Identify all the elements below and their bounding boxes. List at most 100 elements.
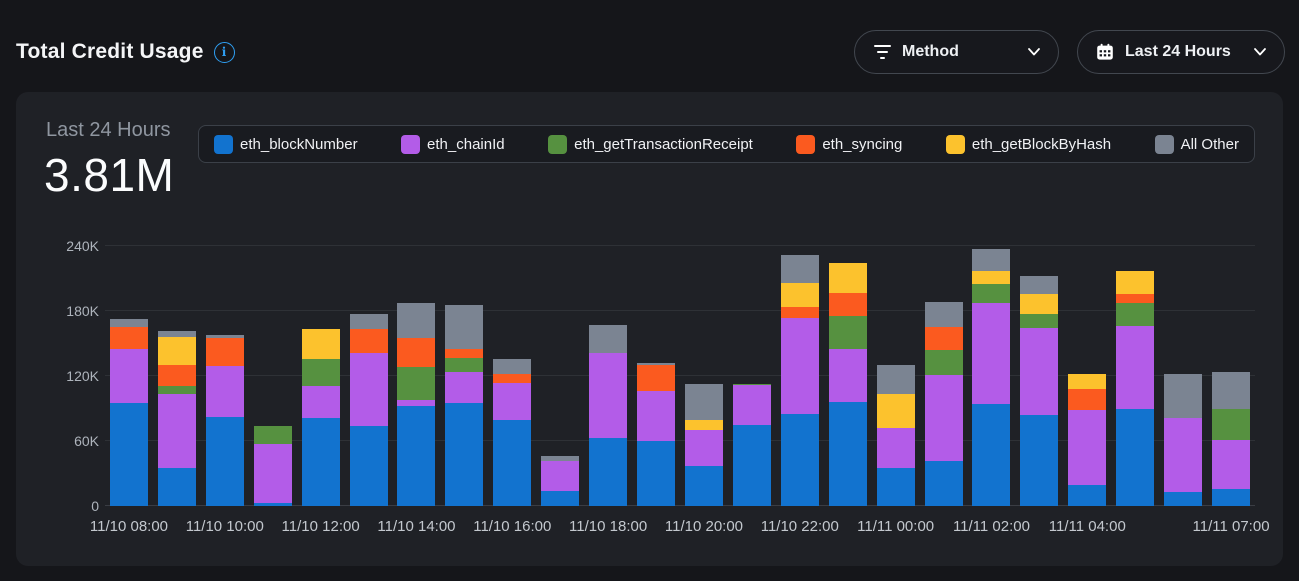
bar-segment-eth_chainid[interactable]	[1212, 439, 1251, 489]
bar-segment-eth_chainid[interactable]	[924, 374, 963, 461]
bar-segment-eth_chainid[interactable]	[780, 317, 819, 414]
bar-segment-eth_blocknumber[interactable]	[445, 403, 484, 506]
bar-segment-eth_chainid[interactable]	[301, 385, 340, 419]
bar-segment-eth_chainid[interactable]	[157, 394, 196, 469]
bar-segment-eth_chainid[interactable]	[397, 399, 436, 407]
bar-segment-eth_blocknumber[interactable]	[397, 406, 436, 506]
bar-segment-all-other[interactable]	[1020, 276, 1059, 294]
bar-segment-eth_getblockbyhash[interactable]	[301, 329, 340, 359]
bar-segment-eth_chainid[interactable]	[589, 353, 628, 438]
bar-segment-eth_chainid[interactable]	[349, 353, 388, 426]
bar-segment-eth_chainid[interactable]	[541, 460, 580, 491]
bar-segment-eth_getblockbyhash[interactable]	[684, 420, 723, 431]
bar-segment-eth_blocknumber[interactable]	[1116, 408, 1155, 506]
bar-segment-eth_chainid[interactable]	[205, 366, 244, 418]
bar-segment-eth_syncing[interactable]	[1068, 389, 1107, 410]
bar-segment-eth_chainid[interactable]	[972, 303, 1011, 405]
bar-segment-eth_gettransactionreceipt[interactable]	[445, 357, 484, 372]
bar-segment-eth_getblockbyhash[interactable]	[876, 394, 915, 429]
bar-segment-eth_gettransactionreceipt[interactable]	[301, 358, 340, 386]
bar-segment-all-other[interactable]	[1164, 373, 1203, 419]
bar-segment-eth_blocknumber[interactable]	[1164, 491, 1203, 506]
bar-segment-all-other[interactable]	[541, 456, 580, 461]
bar-segment-all-other[interactable]	[780, 254, 819, 283]
bar-segment-eth_gettransactionreceipt[interactable]	[253, 425, 292, 445]
bar-segment-all-other[interactable]	[924, 302, 963, 328]
bar-segment-eth_gettransactionreceipt[interactable]	[828, 316, 867, 349]
bar-segment-all-other[interactable]	[637, 363, 676, 366]
bar-segment-eth_gettransactionreceipt[interactable]	[157, 385, 196, 395]
bar-segment-eth_gettransactionreceipt[interactable]	[972, 283, 1011, 304]
bar-segment-eth_syncing[interactable]	[157, 365, 196, 386]
bar-segment-eth_gettransactionreceipt[interactable]	[1020, 314, 1059, 329]
bar-segment-eth_chainid[interactable]	[1020, 328, 1059, 415]
bar-segment-all-other[interactable]	[109, 318, 148, 328]
bar-segment-eth_blocknumber[interactable]	[301, 418, 340, 506]
bar-segment-all-other[interactable]	[589, 325, 628, 354]
bar-segment-all-other[interactable]	[445, 304, 484, 349]
bar-segment-eth_getblockbyhash[interactable]	[972, 270, 1011, 284]
bar-segment-eth_blocknumber[interactable]	[972, 404, 1011, 506]
time-range-dropdown[interactable]: Last 24 Hours	[1077, 30, 1285, 74]
bar-segment-eth_getblockbyhash[interactable]	[1020, 293, 1059, 315]
method-filter-dropdown[interactable]: Method	[854, 30, 1059, 74]
bar-segment-eth_syncing[interactable]	[637, 365, 676, 392]
bar-segment-eth_chainid[interactable]	[253, 444, 292, 503]
bar-segment-eth_gettransactionreceipt[interactable]	[732, 383, 771, 385]
bar-segment-eth_blocknumber[interactable]	[589, 437, 628, 506]
bar-segment-eth_blocknumber[interactable]	[780, 413, 819, 506]
bar-segment-eth_chainid[interactable]	[1116, 326, 1155, 409]
bar-segment-eth_chainid[interactable]	[1068, 409, 1107, 486]
bar-segment-eth_chainid[interactable]	[445, 371, 484, 404]
bar-segment-eth_blocknumber[interactable]	[1020, 415, 1059, 506]
bar-segment-eth_blocknumber[interactable]	[637, 441, 676, 506]
bar-segment-eth_syncing[interactable]	[924, 327, 963, 351]
bar-segment-eth_chainid[interactable]	[684, 430, 723, 466]
bar-segment-all-other[interactable]	[205, 334, 244, 339]
legend-item-eth_gettransactionreceipt[interactable]: eth_getTransactionReceipt	[548, 134, 753, 154]
legend-item-eth_getblockbyhash[interactable]: eth_getBlockByHash	[945, 134, 1111, 154]
bar-segment-eth_blocknumber[interactable]	[253, 502, 292, 506]
bar-segment-eth_getblockbyhash[interactable]	[157, 337, 196, 366]
legend-item-eth_blocknumber[interactable]: eth_blockNumber	[214, 134, 358, 154]
bar-segment-eth_blocknumber[interactable]	[732, 424, 771, 506]
bar-segment-eth_syncing[interactable]	[205, 338, 244, 367]
bar-segment-eth_blocknumber[interactable]	[109, 403, 148, 506]
bar-segment-eth_blocknumber[interactable]	[876, 468, 915, 506]
bar-segment-eth_syncing[interactable]	[828, 292, 867, 317]
bar-segment-eth_gettransactionreceipt[interactable]	[1116, 303, 1155, 327]
bar-segment-eth_syncing[interactable]	[1116, 293, 1155, 304]
bar-segment-eth_blocknumber[interactable]	[828, 402, 867, 506]
bar-segment-eth_chainid[interactable]	[876, 428, 915, 469]
bar-segment-eth_chainid[interactable]	[828, 348, 867, 402]
bar-segment-eth_syncing[interactable]	[780, 306, 819, 318]
bar-segment-eth_blocknumber[interactable]	[349, 425, 388, 506]
bar-segment-all-other[interactable]	[349, 314, 388, 330]
bar-segment-all-other[interactable]	[157, 330, 196, 338]
bar-segment-eth_syncing[interactable]	[493, 373, 532, 383]
bar-segment-eth_getblockbyhash[interactable]	[828, 263, 867, 293]
bar-segment-all-other[interactable]	[876, 365, 915, 395]
bar-segment-all-other[interactable]	[397, 303, 436, 339]
bar-segment-eth_getblockbyhash[interactable]	[1068, 373, 1107, 390]
info-icon[interactable]: i	[213, 41, 235, 63]
legend-item-all-other[interactable]: All Other	[1154, 134, 1239, 154]
bar-segment-eth_blocknumber[interactable]	[157, 468, 196, 506]
bar-segment-eth_blocknumber[interactable]	[684, 465, 723, 506]
bar-segment-all-other[interactable]	[493, 358, 532, 374]
bar-segment-eth_chainid[interactable]	[493, 382, 532, 421]
bar-segment-eth_syncing[interactable]	[445, 348, 484, 358]
bar-segment-eth_blocknumber[interactable]	[1068, 485, 1107, 506]
bar-segment-all-other[interactable]	[972, 249, 1011, 271]
bar-segment-all-other[interactable]	[1212, 371, 1251, 409]
legend-item-eth_syncing[interactable]: eth_syncing	[796, 134, 902, 154]
bar-segment-all-other[interactable]	[684, 383, 723, 421]
bar-segment-eth_gettransactionreceipt[interactable]	[397, 367, 436, 400]
bar-segment-eth_gettransactionreceipt[interactable]	[1212, 408, 1251, 440]
bar-segment-eth_syncing[interactable]	[109, 327, 148, 349]
legend-item-eth_chainid[interactable]: eth_chainId	[401, 134, 505, 154]
bar-segment-eth_blocknumber[interactable]	[1212, 488, 1251, 506]
bar-segment-eth_chainid[interactable]	[637, 391, 676, 441]
bar-segment-eth_chainid[interactable]	[732, 384, 771, 425]
bar-segment-eth_blocknumber[interactable]	[205, 417, 244, 506]
